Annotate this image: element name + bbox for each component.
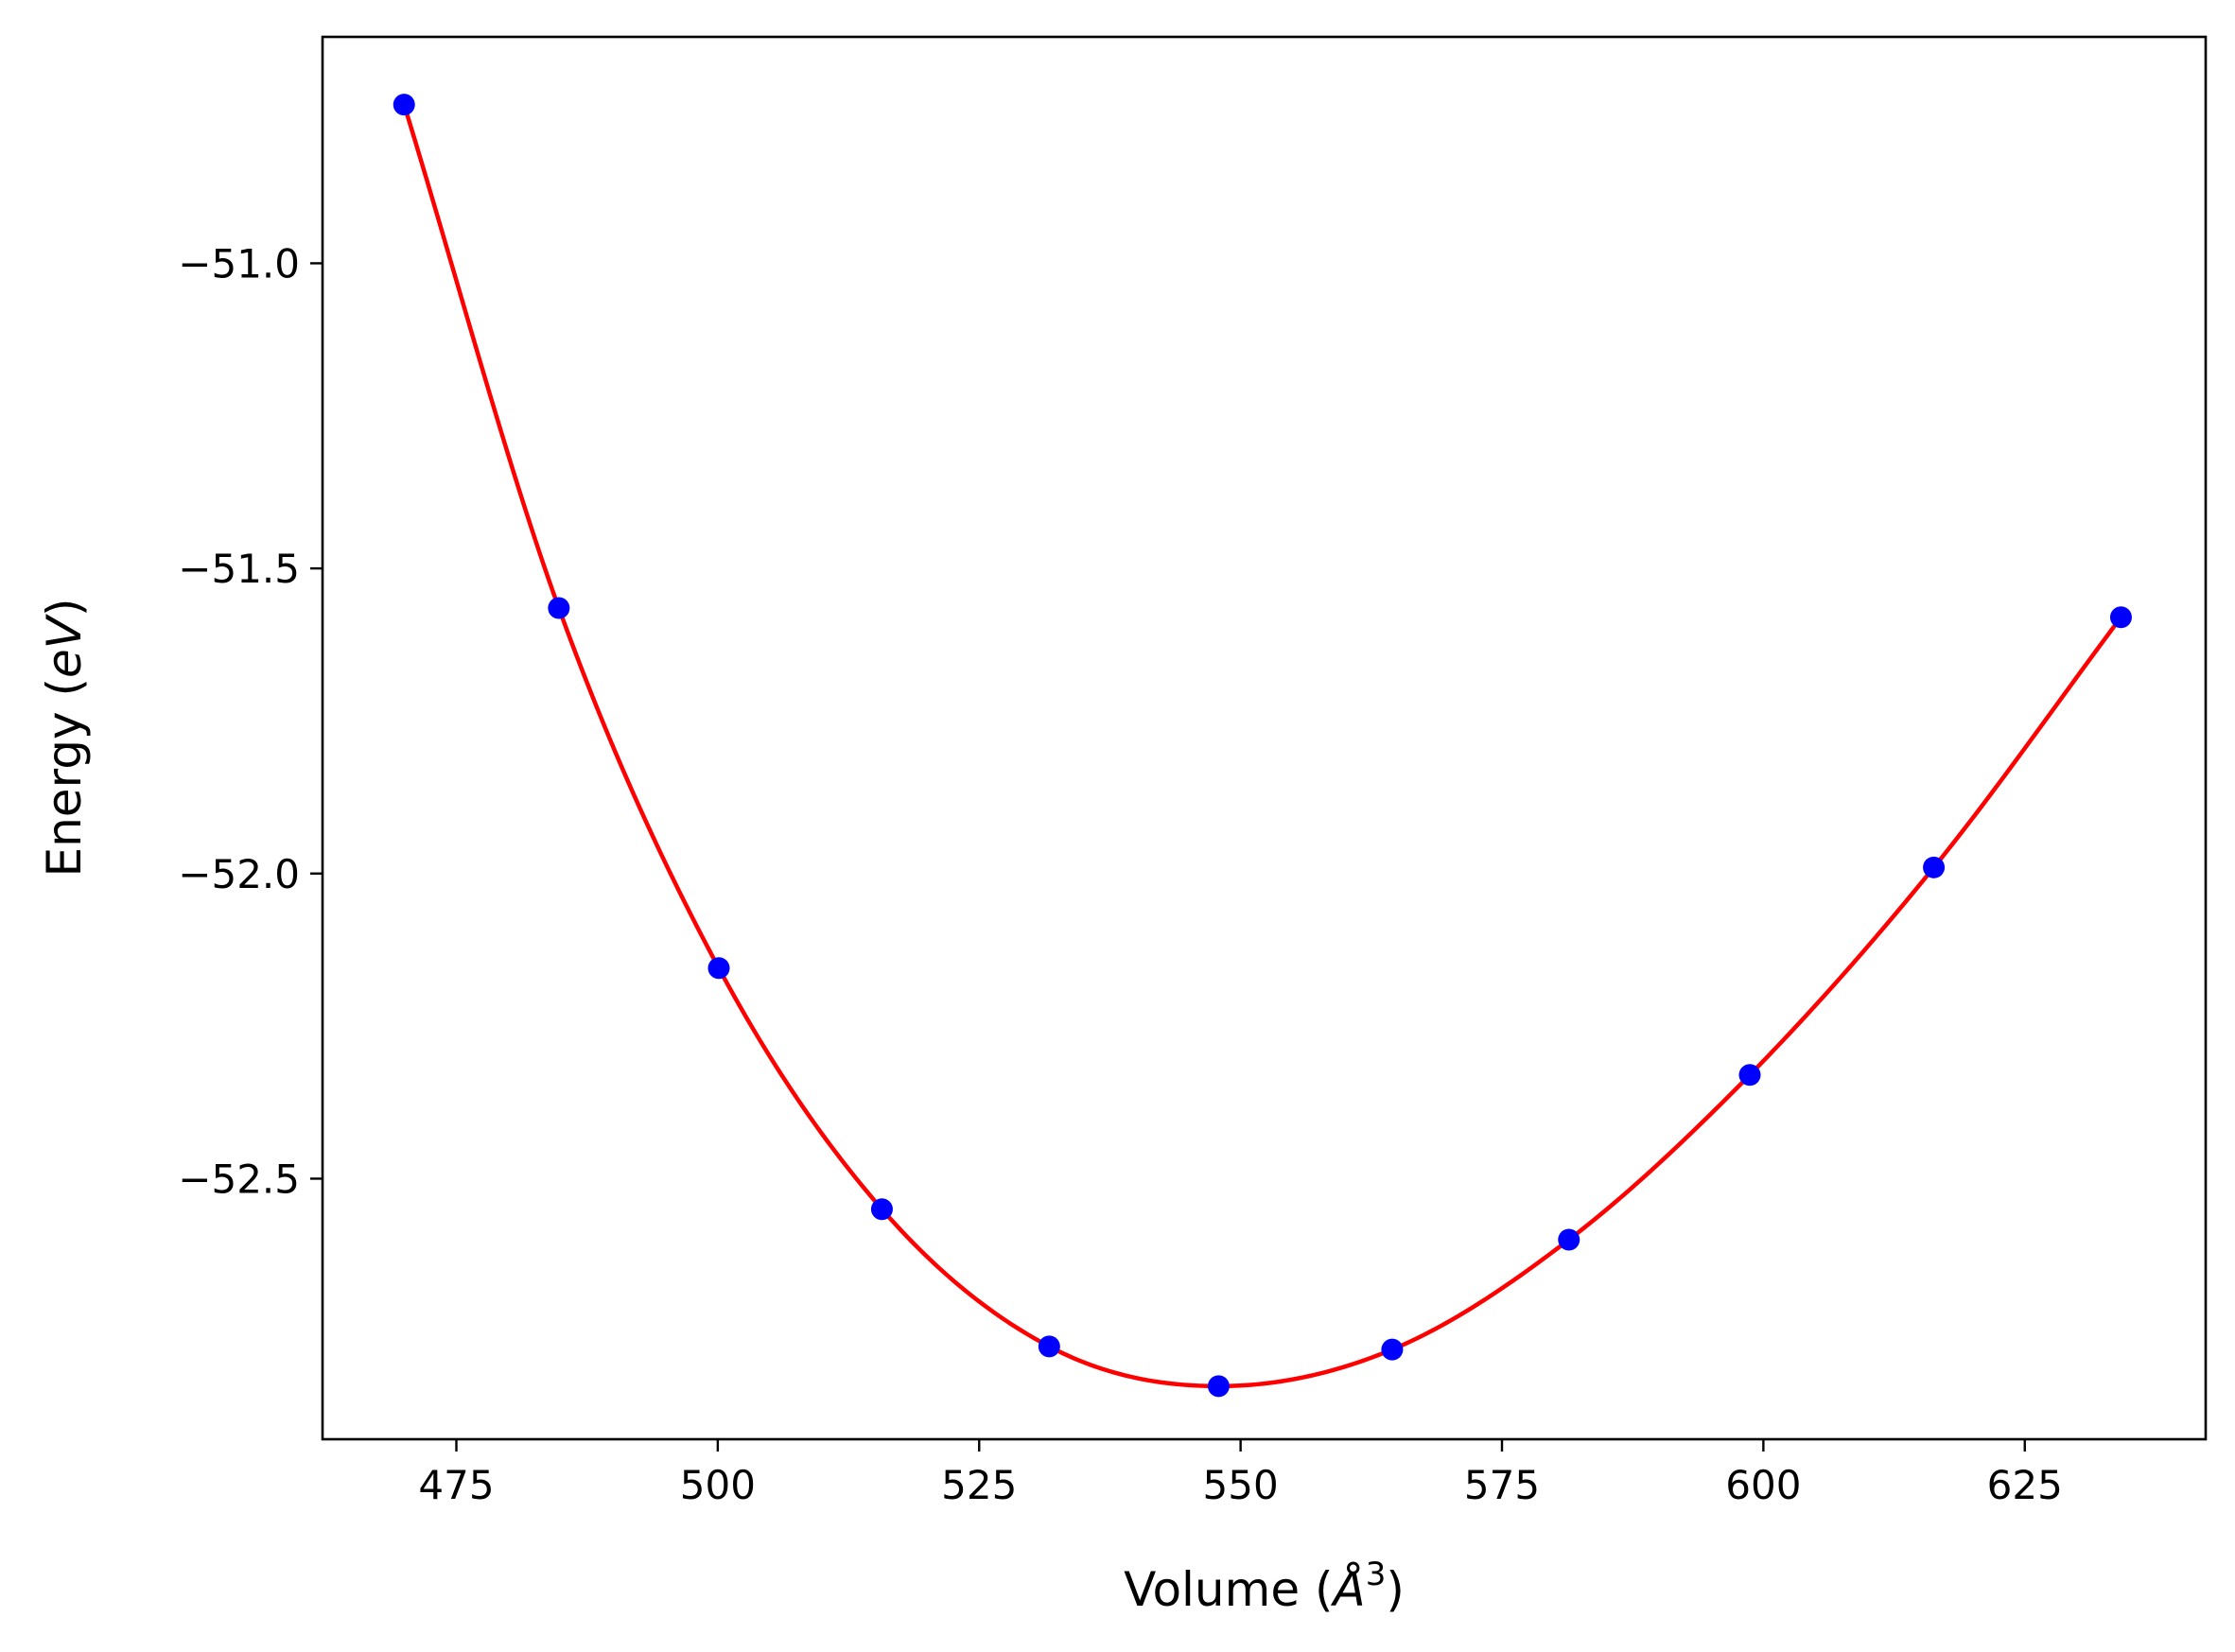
data-point (393, 94, 415, 116)
y-axis-ticks: −51.0 −51.5 −52.0 −52.5 (178, 240, 323, 1202)
data-point (548, 597, 570, 619)
x-tick-label: 600 (1725, 1462, 1801, 1508)
x-tick-label: 475 (418, 1462, 494, 1508)
y-axis-label-prefix: Energy ( (37, 678, 92, 877)
plot-layer: 475 500 525 550 575 600 625 −51.0 −51.5 −52.0 −52… (178, 94, 2132, 1508)
y-tick-label: −51.5 (178, 546, 300, 592)
series-layer (393, 94, 2132, 1398)
x-tick-label: 550 (1203, 1462, 1279, 1508)
y-axis-label-unit: eV (37, 613, 92, 678)
x-tick-label: 525 (941, 1462, 1017, 1508)
x-axis-ticks: 475 500 525 550 575 600 625 (418, 1439, 2063, 1508)
data-point (1923, 856, 1946, 878)
plot-frame (321, 35, 2208, 1441)
data-point (1738, 1064, 1761, 1087)
data-point (707, 957, 730, 980)
data-point (1038, 1335, 1060, 1358)
x-axis-label-unit: Å (1331, 1562, 1366, 1617)
data-point (1207, 1375, 1230, 1398)
x-axis-label: Volume (Å3) (1124, 1556, 1405, 1617)
data-point (870, 1198, 893, 1221)
y-tick-label: −51.0 (178, 240, 300, 287)
fit-curve-line (402, 103, 2123, 1389)
y-tick-label: −52.5 (178, 1156, 300, 1202)
y-axis-label-suffix: ) (37, 599, 92, 617)
data-point (1558, 1228, 1580, 1251)
x-axis-label-suffix: ) (1386, 1562, 1405, 1617)
data-point (1381, 1338, 1404, 1361)
data-point (2109, 606, 2132, 629)
x-tick-label: 625 (1987, 1462, 2063, 1508)
x-tick-label: 575 (1464, 1462, 1540, 1508)
y-axis-label: Energy (eV) (37, 599, 92, 878)
x-tick-label: 500 (680, 1462, 756, 1508)
x-axis-label-exponent: 3 (1366, 1556, 1387, 1593)
x-axis-label-prefix: Volume ( (1124, 1562, 1333, 1617)
y-tick-label: −52.0 (178, 851, 300, 897)
